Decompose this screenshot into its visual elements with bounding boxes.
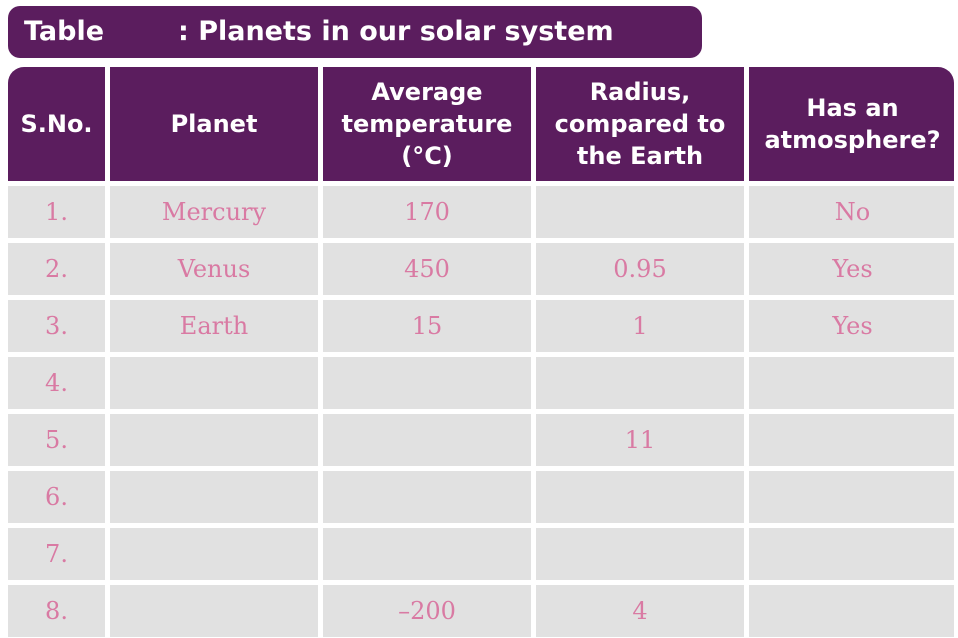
cell-temperature <box>323 528 531 580</box>
table-row: 4. <box>8 357 954 409</box>
cell-temperature: –200 <box>323 585 531 637</box>
cell-sno: 7. <box>8 528 105 580</box>
table-row: 6. <box>8 471 954 523</box>
cell-planet: Venus <box>110 243 318 295</box>
header-row: S.No. Planet Average temperature (°C) Ra… <box>8 67 954 181</box>
cell-planet <box>110 357 318 409</box>
cell-atmosphere <box>749 528 954 580</box>
table-row: 7. <box>8 528 954 580</box>
cell-sno: 2. <box>8 243 105 295</box>
cell-planet <box>110 471 318 523</box>
cell-radius: 11 <box>536 414 744 466</box>
cell-planet <box>110 585 318 637</box>
cell-radius: 4 <box>536 585 744 637</box>
cell-temperature: 15 <box>323 300 531 352</box>
table-caption: : Planets in our solar system <box>178 16 614 47</box>
cell-sno: 4. <box>8 357 105 409</box>
cell-sno: 6. <box>8 471 105 523</box>
cell-atmosphere: Yes <box>749 300 954 352</box>
cell-atmosphere <box>749 471 954 523</box>
header-sno: S.No. <box>8 67 105 181</box>
header-planet: Planet <box>110 67 318 181</box>
cell-atmosphere: Yes <box>749 243 954 295</box>
table-row: 5. 11 <box>8 414 954 466</box>
cell-temperature <box>323 471 531 523</box>
cell-temperature <box>323 414 531 466</box>
cell-radius <box>536 528 744 580</box>
cell-radius <box>536 357 744 409</box>
cell-atmosphere <box>749 357 954 409</box>
cell-atmosphere <box>749 414 954 466</box>
header-avg-temperature: Average temperature (°C) <box>323 67 531 181</box>
planets-table: S.No. Planet Average temperature (°C) Ra… <box>8 67 954 638</box>
cell-sno: 5. <box>8 414 105 466</box>
header-radius: Radius, compared to the Earth <box>536 67 744 181</box>
header-atmosphere: Has an atmosphere? <box>749 67 954 181</box>
cell-radius <box>536 471 744 523</box>
cell-sno: 1. <box>8 186 105 238</box>
cell-radius: 0.95 <box>536 243 744 295</box>
cell-temperature: 450 <box>323 243 531 295</box>
table-row: 2. Venus 450 0.95 Yes <box>8 243 954 295</box>
cell-sno: 8. <box>8 585 105 637</box>
cell-temperature: 170 <box>323 186 531 238</box>
cell-planet <box>110 528 318 580</box>
cell-planet: Earth <box>110 300 318 352</box>
cell-atmosphere <box>749 585 954 637</box>
cell-radius <box>536 186 744 238</box>
cell-radius: 1 <box>536 300 744 352</box>
planets-table-container: S.No. Planet Average temperature (°C) Ra… <box>8 67 954 638</box>
table-title-bar: Table : Planets in our solar system <box>8 6 702 58</box>
table-label: Table <box>24 16 105 47</box>
table-row: 8. –200 4 <box>8 585 954 637</box>
cell-atmosphere: No <box>749 186 954 238</box>
cell-temperature <box>323 357 531 409</box>
cell-planet <box>110 414 318 466</box>
cell-sno: 3. <box>8 300 105 352</box>
cell-planet: Mercury <box>110 186 318 238</box>
table-row: 1. Mercury 170 No <box>8 186 954 238</box>
table-row: 3. Earth 15 1 Yes <box>8 300 954 352</box>
